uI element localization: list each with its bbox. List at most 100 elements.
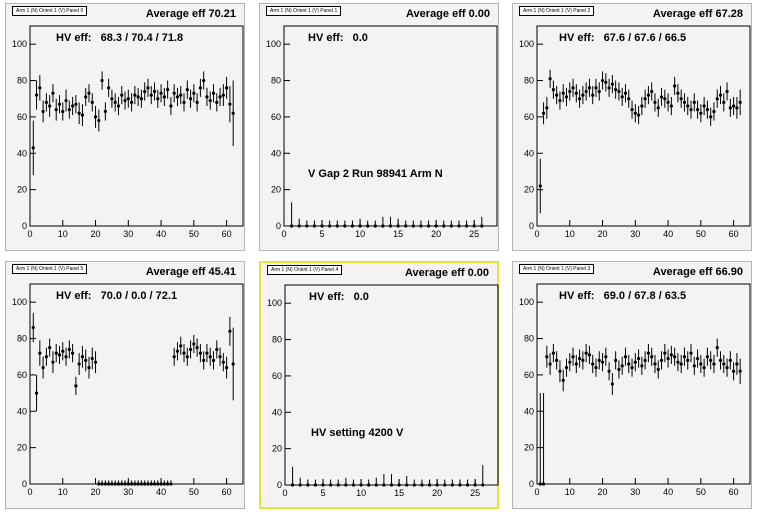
data-point <box>64 355 68 359</box>
data-point <box>162 482 166 486</box>
data-point <box>584 89 588 94</box>
y-tick-label: 60 <box>271 112 281 122</box>
data-point <box>578 97 582 101</box>
data-point <box>472 224 476 228</box>
x-tick-label: 40 <box>156 229 166 239</box>
data-point <box>195 100 199 104</box>
x-tick-label: 10 <box>355 229 365 239</box>
data-point <box>320 224 324 228</box>
x-tick-label: 10 <box>58 229 68 239</box>
data-point <box>38 351 42 355</box>
data-point <box>679 362 683 366</box>
y-tick-label: 0 <box>529 221 534 231</box>
data-point <box>231 362 235 366</box>
panel-3-pad[interactable]: 0 20 40 60 80 100 0 10 20 30 40 50 60 Arm 1 (N) Orie… <box>512 261 752 509</box>
x-tick-label: 60 <box>222 487 232 497</box>
data-point <box>188 97 193 101</box>
data-point <box>133 93 137 97</box>
x-tick-label: 5 <box>320 229 325 239</box>
data-point <box>561 378 565 382</box>
panel-5-hv-eff: HV eff: 70.0 / 0.0 / 72.1 <box>56 290 178 302</box>
data-point <box>185 355 189 359</box>
data-point <box>735 106 739 110</box>
panel-4-title: Arm 1 (N) Orient 1 (V) Panel 4 <box>267 265 343 275</box>
y-tick-label: 80 <box>17 76 27 86</box>
data-point <box>61 109 65 114</box>
data-point <box>442 224 446 228</box>
data-point <box>175 349 180 353</box>
data-point <box>51 91 55 95</box>
data-point <box>558 98 562 103</box>
data-point <box>159 482 163 486</box>
y-tick-label: 100 <box>519 297 534 307</box>
data-point <box>166 88 170 92</box>
data-point <box>328 224 332 228</box>
panel-3-plot: 0 20 40 60 80 100 0 10 20 30 40 50 60 <box>519 283 751 497</box>
data-point <box>110 97 114 101</box>
x-tick-label: 15 <box>394 488 404 498</box>
y-tick-label: 20 <box>524 185 534 195</box>
data-point <box>465 483 470 487</box>
panel-0-pad[interactable]: 0 20 40 60 80 100 0 10 20 30 40 50 60 Arm 1 (N) Orie… <box>5 3 245 251</box>
data-point <box>449 224 453 228</box>
data-point <box>97 118 101 123</box>
data-point <box>623 91 628 95</box>
x-tick-label: 50 <box>189 229 199 239</box>
plot-frame <box>283 25 498 227</box>
data-point <box>574 362 578 366</box>
data-point <box>215 347 219 352</box>
panel-0-title: Arm 1 (N) Orient 1 (V) Panel 0 <box>12 6 88 16</box>
data-point <box>630 108 634 112</box>
data-point <box>74 384 78 388</box>
data-point <box>373 224 377 228</box>
data-point <box>646 93 651 97</box>
x-tick-label: 30 <box>123 229 133 239</box>
data-point <box>627 97 631 101</box>
data-point <box>231 111 235 115</box>
data-point <box>367 483 371 487</box>
data-point <box>712 362 716 366</box>
data-point <box>366 224 370 228</box>
data-point <box>335 224 339 228</box>
data-point <box>636 113 641 117</box>
data-point <box>411 224 415 228</box>
x-tick-label: 30 <box>630 229 640 239</box>
x-tick-label: 0 <box>27 229 32 239</box>
panel-5-pad[interactable]: 0 20 40 60 80 100 0 10 20 30 40 50 60 Arm 1 (N) Orie… <box>5 261 245 509</box>
x-tick-label: 25 <box>470 488 480 498</box>
data-point <box>457 224 461 228</box>
data-point <box>215 100 219 104</box>
data-point <box>120 482 124 486</box>
y-tick-label: 20 <box>524 443 534 453</box>
panel-5-average-eff: Average eff 45.41 <box>145 266 236 278</box>
data-point <box>149 93 153 97</box>
x-tick-label: 10 <box>565 487 575 497</box>
panel-4-pad[interactable]: 0 20 40 60 80 100 0 5 10 15 20 25 Arm 1 (N) Orient … <box>259 261 499 509</box>
data-point <box>695 356 700 361</box>
data-point <box>676 360 680 364</box>
data-point <box>100 78 104 83</box>
y-tick-label: 0 <box>529 479 534 489</box>
y-tick-label: 0 <box>277 480 282 490</box>
data-point <box>93 115 98 119</box>
data-point <box>564 95 569 99</box>
panel-2-pad[interactable]: 0 20 40 60 80 100 0 10 20 30 40 50 60 Arm 1 (N) Orie… <box>512 3 752 251</box>
data-point <box>84 95 88 99</box>
data-point <box>146 482 150 486</box>
y-tick-label: 20 <box>272 444 282 454</box>
y-tick-label: 100 <box>12 297 27 307</box>
x-tick-label: 25 <box>469 229 479 239</box>
panel-1-pad[interactable]: 0 20 40 60 80 100 0 5 10 15 20 25 Arm 1 (N) Orient … <box>259 3 499 251</box>
data-point <box>116 104 121 108</box>
data-point <box>344 483 348 487</box>
y-tick-label: 80 <box>524 334 534 344</box>
data-point <box>129 100 134 104</box>
data-point <box>673 355 677 359</box>
y-tick-label: 80 <box>271 76 281 86</box>
data-point <box>679 97 683 101</box>
data-point <box>718 358 723 362</box>
data-point <box>120 93 124 97</box>
data-point <box>656 106 660 110</box>
data-point <box>38 86 42 90</box>
data-point <box>205 351 209 355</box>
